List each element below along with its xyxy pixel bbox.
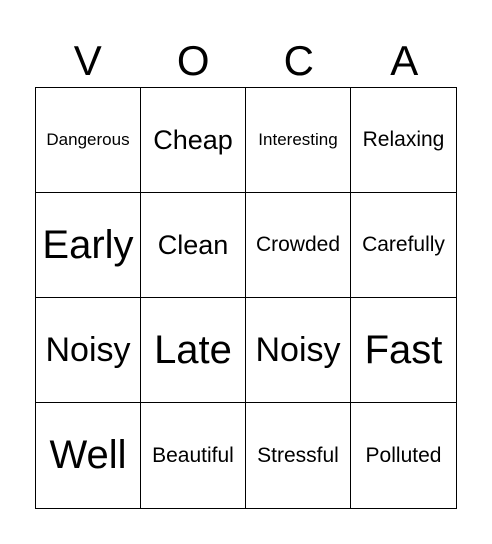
header-letter-a: A	[390, 37, 419, 84]
header-letter-o: O	[176, 37, 210, 84]
bingo-header: V O C A	[35, 38, 457, 84]
bingo-cell[interactable]: Early	[36, 193, 141, 298]
bingo-cell[interactable]: Carefully	[351, 193, 456, 298]
header-letter-c: C	[283, 37, 314, 84]
bingo-cell[interactable]: Fast	[351, 298, 456, 403]
header-letter-v: V	[73, 37, 102, 84]
bingo-cell[interactable]: Noisy	[36, 298, 141, 403]
bingo-cell[interactable]: Stressful	[246, 403, 351, 508]
bingo-cell[interactable]: Beautiful	[141, 403, 246, 508]
bingo-cell[interactable]: Clean	[141, 193, 246, 298]
bingo-cell[interactable]: Interesting	[246, 88, 351, 193]
bingo-board: Dangerous Cheap Interesting Relaxing Ear…	[35, 87, 457, 509]
bingo-cell[interactable]: Noisy	[246, 298, 351, 403]
bingo-cell[interactable]: Dangerous	[36, 88, 141, 193]
bingo-cell[interactable]: Polluted	[365, 443, 442, 467]
bingo-cell[interactable]: Relaxing	[351, 88, 456, 193]
bingo-cell[interactable]: Well	[36, 403, 141, 508]
bingo-cell[interactable]: Cheap	[141, 88, 246, 193]
bingo-cell[interactable]: Crowded	[246, 193, 351, 298]
bingo-cell[interactable]: Late	[141, 298, 246, 403]
